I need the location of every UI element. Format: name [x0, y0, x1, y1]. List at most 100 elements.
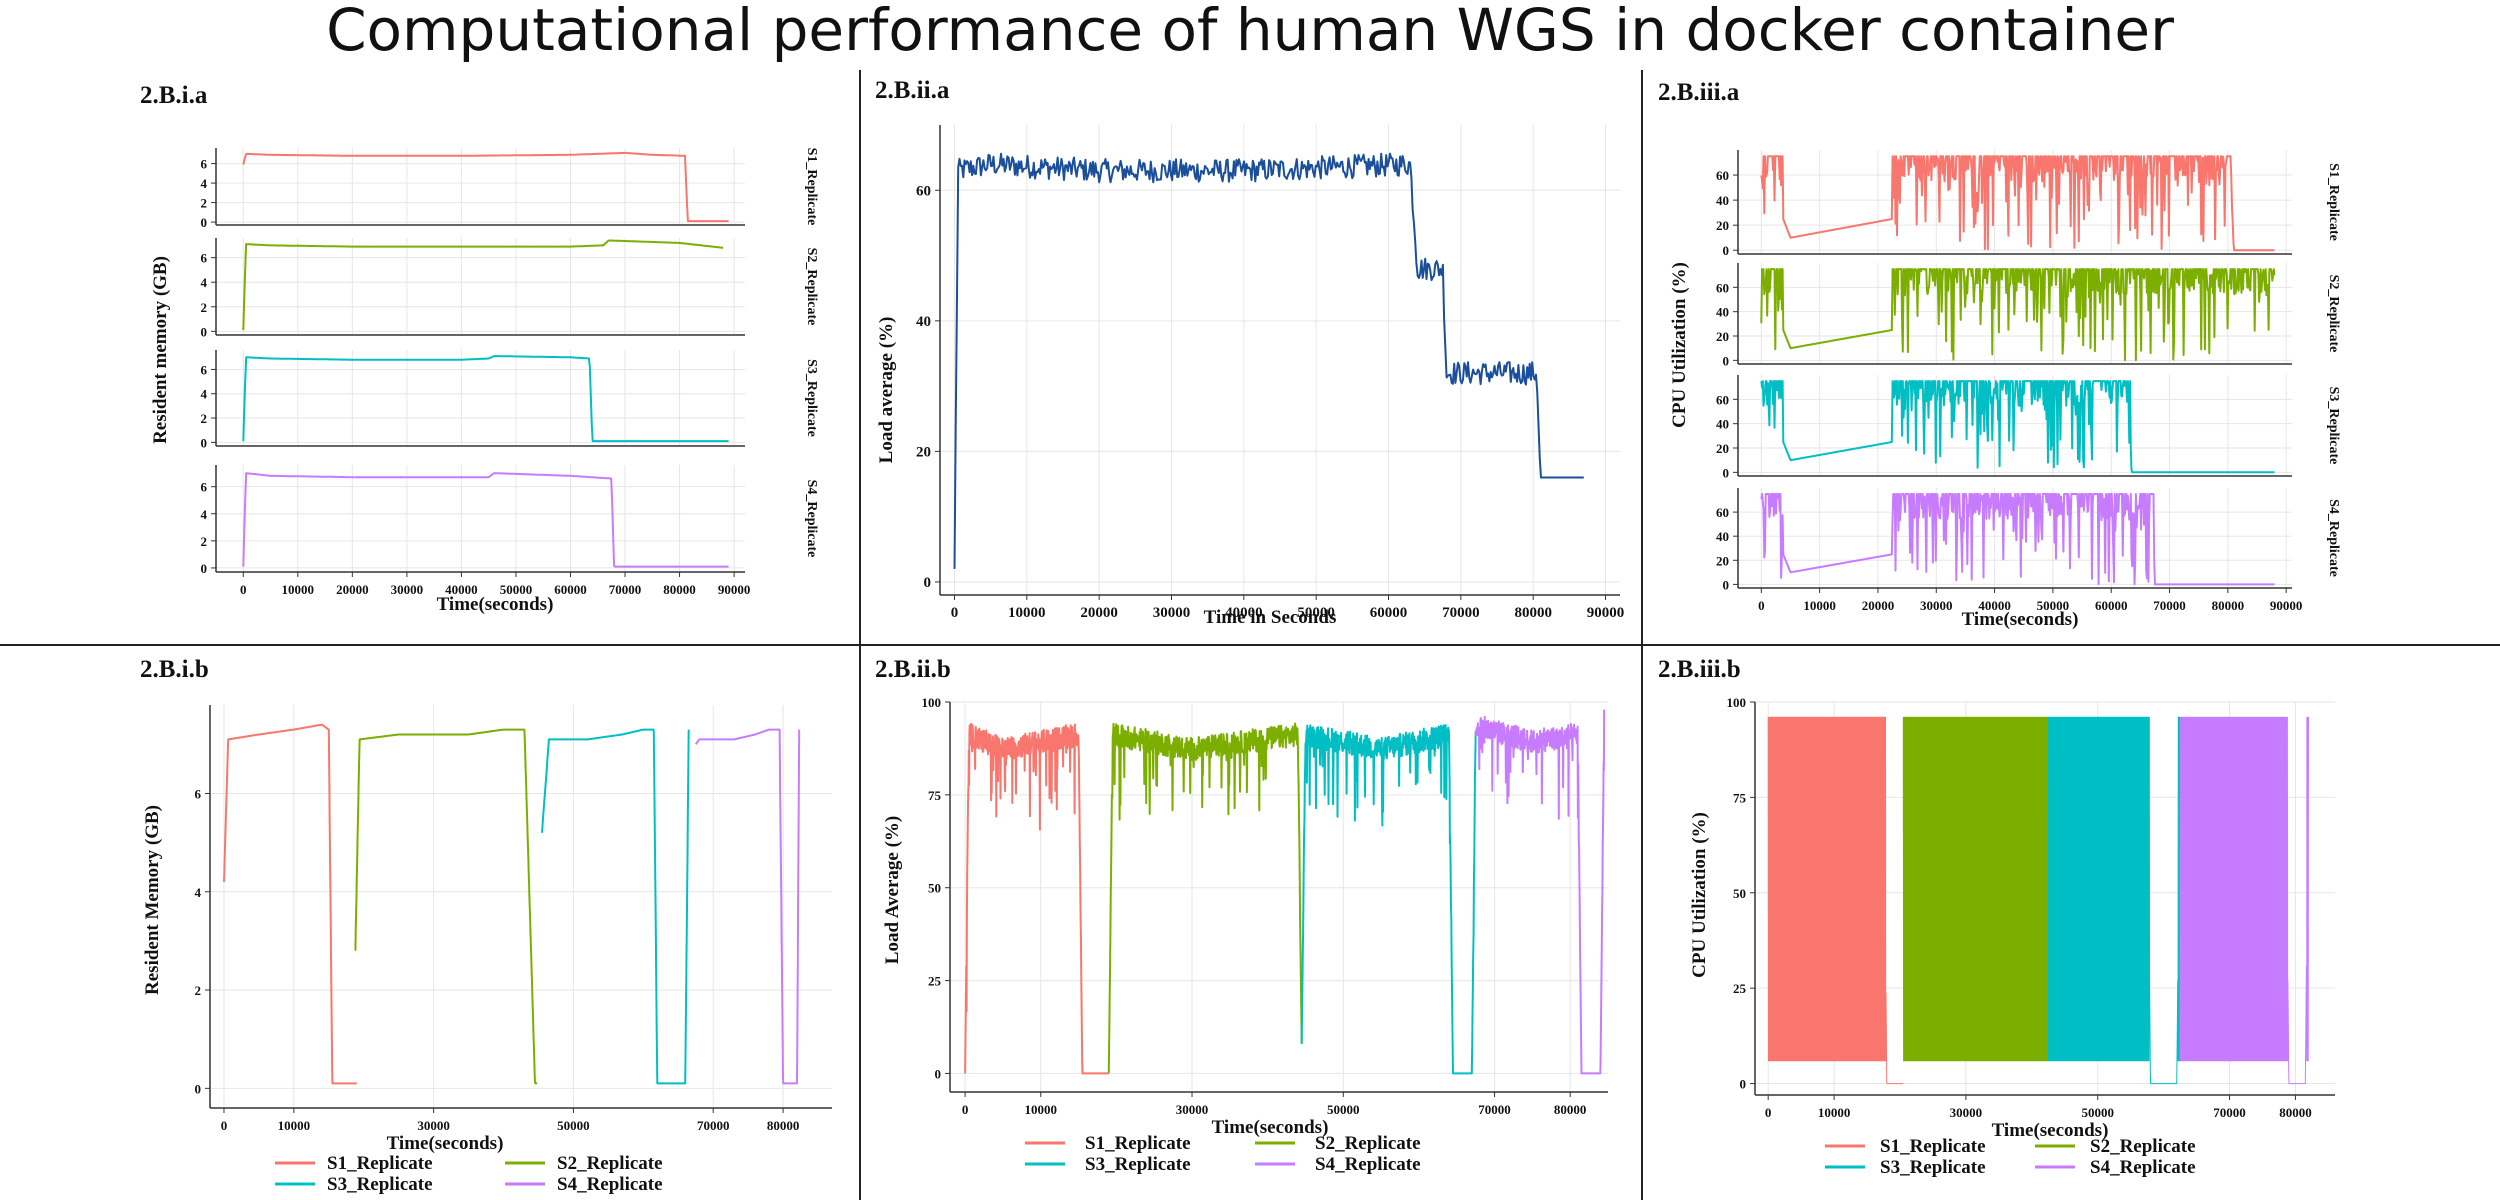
panel-label-biib: 2.B.ii.b [875, 656, 951, 683]
facet-strip-label: S4_Replicate [2326, 499, 2341, 577]
series-line-s2_replicate [242, 239, 724, 331]
series-line-s3_replicate [2047, 716, 2181, 1085]
panel-label-bia: 2.B.i.a [140, 82, 208, 109]
chart-bib: 0 2 4 6 0 10000 30000 50000 70000 80000 [195, 705, 832, 1133]
x-tick-label: 0 [951, 605, 959, 621]
x-tick-label: 90000 [2270, 598, 2303, 613]
series-line-s4_replicate [2179, 716, 2309, 1085]
x-tick-label: 20000 [336, 582, 369, 597]
x-tick-label: 90000 [1587, 605, 1625, 621]
x-tick-label: 70000 [1442, 605, 1480, 621]
x-tick-label: 70000 [2213, 1105, 2246, 1120]
y-tick-label: 6 [201, 362, 208, 377]
x-tick-label: 10000 [1025, 1102, 1058, 1117]
legend-label-s4: S4_Replicate [2090, 1157, 2196, 1178]
x-tick-label: 0 [1758, 598, 1765, 613]
facet-3: 0 20 40 60 S3_Replicate [1716, 375, 2341, 480]
x-tick-label: 10000 [1803, 598, 1836, 613]
x-tick-label: 40000 [445, 582, 478, 597]
x-tick-label: 50000 [2081, 1105, 2114, 1120]
x-axis-label-biiia: Time(seconds) [1962, 609, 2079, 630]
x-tick-label: 10000 [1818, 1105, 1851, 1120]
series-line-s3_replicate [242, 355, 729, 443]
y-tick-label: 0 [201, 435, 208, 450]
x-axis-label-biiib: Time(seconds) [1992, 1120, 2109, 1141]
panel-label-biiia: 2.B.iii.a [1658, 79, 1740, 106]
y-tick-label: 60 [1716, 505, 1729, 520]
x-tick-label: 70000 [1478, 1102, 1511, 1117]
x-tick-label: 0 [221, 1118, 228, 1133]
x-axis-label-bib: Time(seconds) [387, 1133, 504, 1154]
x-tick-label: 30000 [391, 582, 424, 597]
x-tick-label: 70000 [2153, 598, 2186, 613]
series-line-s4_replicate [242, 472, 729, 568]
facet-3: 0 2 4 6 S3_Replicate [201, 350, 819, 450]
y-tick-label: 0 [201, 561, 208, 576]
legend-label-s4: S4_Replicate [1315, 1154, 1421, 1175]
x-tick-label: 30000 [1176, 1102, 1209, 1117]
facet-strip-label: S2_Replicate [804, 248, 819, 326]
chart-biiib: 0 25 50 75 100 0 10000 30000 50000 70000 80000 [1727, 695, 2335, 1120]
facet-4: 0 20 40 60 0 10000 20000 30000 40000 50000 60000 70… [1716, 488, 2341, 613]
y-tick-label: 0 [1723, 243, 1730, 258]
y-tick-label: 0 [201, 215, 208, 230]
x-axis-label-biib: Time(seconds) [1212, 1117, 1329, 1138]
y-tick-label: 20 [916, 444, 931, 460]
x-tick-label: 80000 [1554, 1102, 1587, 1117]
y-tick-label: 2 [201, 411, 208, 426]
x-tick-label: 30000 [1153, 605, 1191, 621]
x-tick-label: 90000 [718, 582, 751, 597]
y-tick-label: 100 [922, 695, 942, 710]
y-axis-label-biiib: CPU Utilization (%) [1689, 812, 1710, 978]
legend-label-s3: S3_Replicate [327, 1174, 433, 1195]
facet-strip-label: S4_Replicate [804, 480, 819, 558]
y-tick-label: 0 [924, 575, 932, 591]
x-tick-label: 30000 [417, 1118, 450, 1133]
y-tick-label: 60 [1716, 392, 1729, 407]
y-tick-label: 40 [1716, 417, 1729, 432]
legend-label-s1: S1_Replicate [1880, 1136, 1986, 1157]
y-tick-label: 20 [1716, 329, 1729, 344]
facet-2: 0 20 40 60 S2_Replicate [1716, 263, 2341, 368]
series-line-s3_replicate [1760, 380, 2275, 474]
y-tick-label: 2 [195, 983, 202, 998]
series-line-load-average [953, 152, 1584, 569]
y-tick-label: 6 [195, 786, 202, 801]
x-tick-label: 60000 [1370, 605, 1408, 621]
series-line-s1_replicate [242, 151, 729, 223]
facet-strip-label: S3_Replicate [804, 359, 819, 437]
y-tick-label: 75 [1733, 790, 1747, 805]
legend-label-s3: S3_Replicate [1085, 1154, 1191, 1175]
y-tick-label: 20 [1716, 218, 1729, 233]
x-tick-label: 50000 [1297, 605, 1335, 621]
series-line-s2_replicate [1760, 268, 2276, 362]
y-tick-label: 40 [1716, 529, 1729, 544]
legend-label-s4: S4_Replicate [557, 1174, 663, 1195]
x-tick-label: 0 [240, 582, 247, 597]
series-line-s2_replicate [354, 728, 538, 1085]
y-tick-label: 4 [201, 176, 208, 191]
y-tick-label: 0 [1723, 353, 1730, 368]
x-tick-label: 10000 [282, 582, 315, 597]
x-tick-label: 0 [1765, 1105, 1772, 1120]
series-line-s1_replicate [223, 723, 358, 1085]
y-tick-label: 20 [1716, 553, 1729, 568]
y-tick-label: 2 [201, 534, 208, 549]
series-line-s1_replicate [1760, 155, 2275, 252]
series-line-s3_replicate [541, 728, 690, 1085]
y-tick-label: 60 [1716, 280, 1729, 295]
y-axis-label-bib: Resident Memory (GB) [142, 805, 163, 995]
x-tick-label: 30000 [1950, 1105, 1983, 1120]
panel-label-biia: 2.B.ii.a [875, 77, 950, 104]
facet-strip-label: S1_Replicate [2326, 163, 2341, 241]
x-axis-label-bia: Time(seconds) [437, 594, 554, 615]
legend-label-s3: S3_Replicate [1880, 1157, 1986, 1178]
x-tick-label: 60000 [2095, 598, 2128, 613]
facet-1: 0 2 4 6 S1_Replicate [201, 148, 820, 230]
figure-title: Computational performance of human WGS i… [326, 0, 2174, 64]
legend-label-s1: S1_Replicate [1085, 1133, 1191, 1154]
y-axis-label-bia: Resident memory (GB) [150, 256, 171, 444]
legend-bib: S1_Replicate S2_Replicate S3_Replicate S… [275, 1153, 663, 1195]
plots: 0 2 4 6 S1_Replicate 0 2 4 6 S2_Replicate 0 2 4 6 S3_R… [195, 125, 2341, 1133]
panel-label-bib: 2.B.i.b [140, 656, 209, 683]
